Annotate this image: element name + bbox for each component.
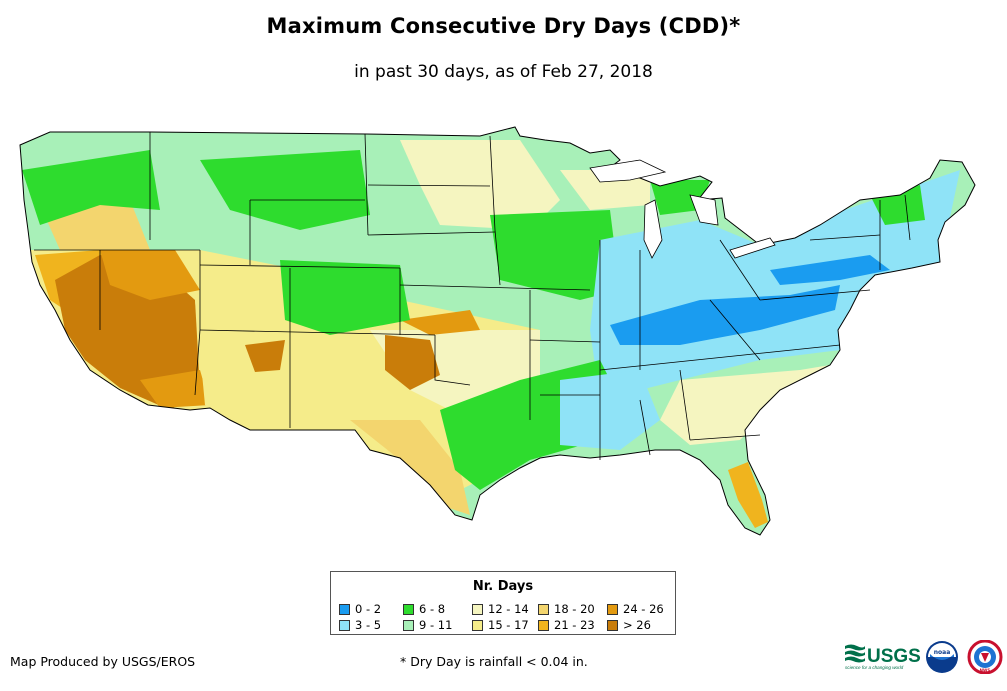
- legend-label: 3 - 5: [355, 618, 382, 632]
- usgs-tagline: science for a changing world: [845, 665, 904, 670]
- montana-green: [200, 150, 370, 230]
- legend-item-24-26: 24 - 26: [607, 602, 664, 616]
- new-mexico-brown: [385, 335, 440, 390]
- map-subtitle: in past 30 days, as of Feb 27, 2018: [354, 62, 653, 82]
- legend-label: 12 - 14: [488, 602, 529, 616]
- legend-item-21-23: 21 - 23: [538, 618, 595, 632]
- lake-michigan: [643, 199, 663, 259]
- legend-item-gt-26: > 26: [607, 618, 651, 632]
- legend-label: 9 - 11: [419, 618, 453, 632]
- nevada-orange: [100, 250, 200, 300]
- noaa-logo: noaa: [926, 641, 958, 673]
- panhandle-orange: [400, 310, 480, 335]
- legend-item-18-20: 18 - 20: [538, 602, 595, 616]
- legend-label: 21 - 23: [554, 618, 595, 632]
- legend-label: 18 - 20: [554, 602, 595, 616]
- pennsylvania-blue: [770, 255, 890, 285]
- legend-swatch: [403, 603, 414, 615]
- legend-item-15-17: 15 - 17: [472, 618, 529, 632]
- conus-outline: [19, 126, 976, 536]
- minnesota-iowa-green: [490, 210, 620, 300]
- legend-swatch: [339, 619, 350, 631]
- legend-item-9-11: 9 - 11: [403, 618, 452, 632]
- legend-label: > 26: [623, 618, 651, 632]
- usgs-logo: USGS science for a changing world: [845, 644, 921, 670]
- colorado-green: [280, 260, 410, 335]
- lake-superior: [589, 159, 667, 183]
- legend-swatch: [538, 603, 549, 615]
- legend-label: 6 - 8: [419, 602, 446, 616]
- southeast-pale: [660, 365, 830, 445]
- legend-swatch: [339, 603, 350, 615]
- legend-swatch: [403, 619, 414, 631]
- noaa-wordmark: noaa: [934, 649, 951, 656]
- usgs-wave-icon: [845, 644, 865, 663]
- legend-swatch: [538, 619, 549, 631]
- dakotas-yellow: [400, 140, 560, 230]
- arizona-brown: [245, 340, 285, 372]
- legend-item-3-5: 3 - 5: [339, 618, 381, 632]
- deep-south-cyan: [560, 370, 660, 450]
- legend-swatch: [607, 619, 618, 631]
- us-cdd-map: [19, 126, 976, 536]
- ohio-valley-blue: [610, 285, 840, 345]
- nws-wordmark: NWS: [980, 668, 991, 673]
- state-boundaries: [34, 132, 911, 460]
- socal-orange: [140, 370, 210, 408]
- legend-swatch: [472, 619, 483, 631]
- legend-item-6-8: 6 - 8: [403, 602, 445, 616]
- florida-orange: [728, 462, 768, 528]
- map-credit: Map Produced by USGS/EROS: [10, 654, 196, 669]
- lake-erie: [729, 237, 776, 259]
- arizona-light: [195, 300, 300, 425]
- nws-logo: NWS: [967, 640, 1003, 674]
- northwest-green: [22, 150, 160, 225]
- usgs-wordmark: USGS: [867, 646, 921, 667]
- legend-swatch: [607, 603, 618, 615]
- legend-item-12-14: 12 - 14: [472, 602, 529, 616]
- legend-title: Nr. Days: [472, 579, 534, 594]
- legend-item-0-2: 0 - 2: [339, 602, 381, 616]
- legend-label: 0 - 2: [355, 602, 382, 616]
- legend-label: 15 - 17: [488, 618, 529, 632]
- great-lakes: [589, 159, 776, 259]
- legend-swatch: [472, 603, 483, 615]
- legend-label: 24 - 26: [623, 602, 664, 616]
- map-title: Maximum Consecutive Dry Days (CDD)*: [266, 14, 741, 38]
- dry-day-footnote: * Dry Day is rainfall < 0.04 in.: [400, 654, 588, 669]
- legend-box: Nr. Days 0 - 2 3 - 5 6 - 8 9 - 11 12 - 1…: [330, 571, 676, 635]
- lake-huron: [689, 194, 719, 226]
